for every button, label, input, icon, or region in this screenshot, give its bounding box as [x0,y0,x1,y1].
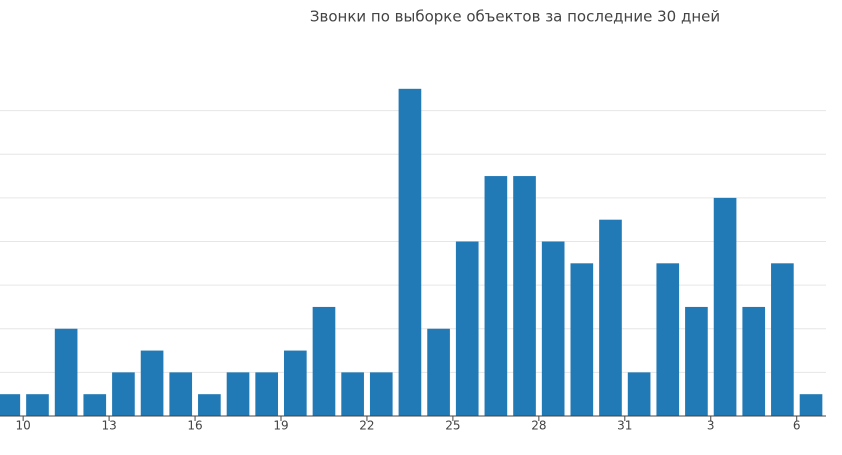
bar [112,372,135,416]
bar [513,176,536,416]
bar [771,263,794,416]
bar [742,306,766,416]
bar [255,372,278,416]
bar [0,394,21,416]
bar [455,241,479,416]
bar [83,394,107,416]
bar [140,350,164,416]
bar [369,372,393,416]
x-tick-label: 28 [531,419,546,433]
bar [484,176,508,416]
bar [599,219,622,416]
bar [26,394,49,416]
x-tick-label: 22 [359,419,374,433]
bar [54,328,78,416]
bar [570,263,594,416]
bar [284,350,307,416]
bar [398,88,422,416]
bar [226,372,250,416]
x-tick-label: 3 [707,419,715,433]
bar [427,328,450,416]
bar [541,241,565,416]
x-tick-label: 6 [793,419,801,433]
bar [713,197,737,416]
bar [198,394,221,416]
x-tick-label: 25 [445,419,460,433]
bar [169,372,193,416]
x-tick-label: 13 [101,419,116,433]
x-tick-label: 19 [273,419,288,433]
bar [627,372,651,416]
x-tick-label: 16 [187,419,202,433]
bar [341,372,364,416]
bar [799,394,823,416]
bar [312,306,336,416]
bar [656,263,680,416]
x-tick-label: 31 [617,419,632,433]
x-tick-label: 10 [16,419,31,433]
chart-title: Звонки по выборке объектов за последние … [310,8,720,26]
bar [685,306,708,416]
